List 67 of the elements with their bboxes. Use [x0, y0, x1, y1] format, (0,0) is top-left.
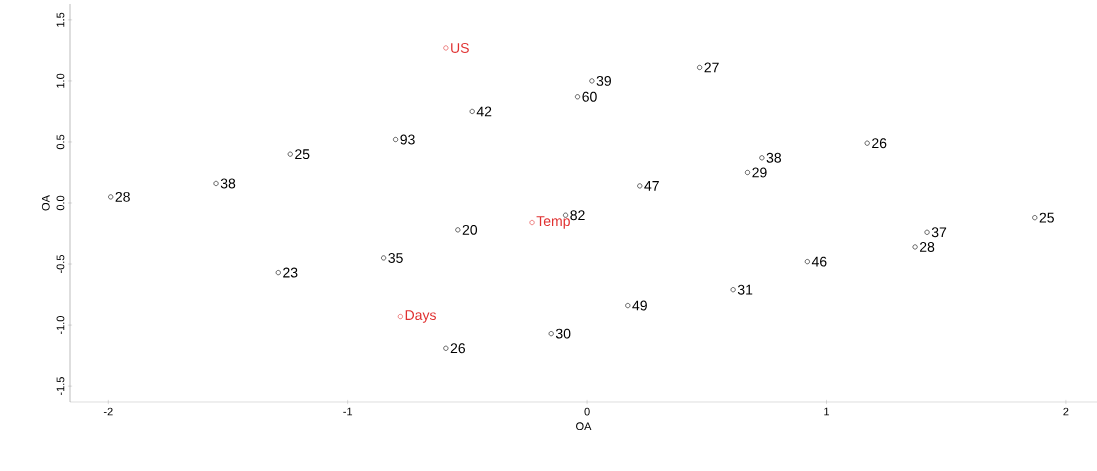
- y-tick-label: -1.5: [56, 377, 65, 396]
- point: [381, 255, 387, 261]
- x-axis-title: OA: [576, 422, 592, 431]
- point: [697, 64, 703, 70]
- y-tick-label: 1.0: [56, 73, 65, 88]
- annotation: 93: [400, 134, 415, 145]
- point: [548, 331, 554, 337]
- point: [804, 259, 810, 265]
- annotation: 31: [737, 284, 753, 295]
- point: [912, 244, 918, 250]
- annotation: 26: [450, 343, 466, 354]
- annotation: US: [451, 42, 469, 53]
- x-tick-label: 2: [1063, 407, 1069, 416]
- annotation: 60: [582, 91, 597, 102]
- annotation: 38: [220, 178, 236, 189]
- point: [469, 108, 475, 114]
- annotation: Days: [405, 310, 436, 323]
- point: [108, 194, 114, 200]
- annotation: 25: [1039, 212, 1054, 223]
- annotation: 37: [931, 227, 947, 238]
- annotation: 49: [632, 300, 647, 311]
- point: [213, 180, 219, 186]
- point: [529, 220, 535, 226]
- point: [443, 345, 449, 351]
- annotation: 42: [476, 106, 492, 117]
- x-tick-label: -1: [343, 407, 353, 416]
- annotation: 27: [704, 62, 719, 73]
- annotation: 35: [388, 252, 403, 263]
- annotation: 30: [555, 328, 571, 339]
- point: [589, 78, 595, 84]
- point: [637, 183, 643, 189]
- annotation: 38: [766, 152, 782, 163]
- annotation: 82: [570, 210, 585, 221]
- y-tick-label: -0.5: [56, 255, 65, 274]
- annotation: 23: [283, 267, 298, 278]
- point: [275, 270, 281, 276]
- point: [455, 227, 461, 233]
- annotation: 29: [752, 167, 767, 178]
- point: [287, 151, 293, 157]
- annotation: 47: [644, 181, 659, 191]
- point: [1032, 215, 1038, 221]
- point: [625, 303, 631, 309]
- y-tick-label: 1.5: [56, 12, 65, 27]
- x-tick-label: 1: [824, 407, 830, 416]
- x-tick-label: 0: [584, 407, 590, 416]
- x-tick-label: -2: [103, 407, 113, 416]
- point: [730, 287, 736, 293]
- y-tick-label: -1.0: [56, 316, 65, 335]
- y-tick-label: 0.5: [56, 134, 65, 150]
- point: [864, 140, 870, 146]
- annotation: 39: [596, 75, 611, 86]
- annotation: Temp: [536, 216, 570, 229]
- annotation: 20: [462, 224, 478, 235]
- point: [393, 137, 399, 143]
- annotation: 28: [115, 191, 130, 202]
- annotation: 26: [872, 138, 887, 149]
- annotation: 25: [295, 149, 310, 160]
- point: [759, 155, 765, 161]
- point: [443, 45, 449, 51]
- y-tick-label: 0.0: [56, 195, 65, 211]
- point: [924, 229, 930, 235]
- y-axis-title: OA: [41, 195, 50, 211]
- annotation: 28: [919, 241, 935, 252]
- annotation: 46: [811, 256, 827, 267]
- point: [575, 94, 581, 100]
- point: [397, 314, 403, 320]
- point: [745, 169, 750, 175]
